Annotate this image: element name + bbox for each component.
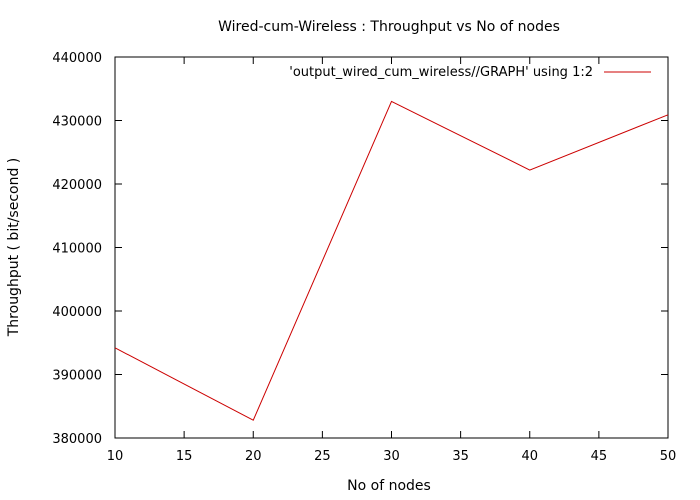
x-tick-label: 10 (107, 449, 124, 464)
y-axis-title: Throughput ( bit/second ) (6, 158, 22, 338)
x-tick-label: 40 (521, 449, 538, 464)
x-tick-label: 20 (245, 449, 262, 464)
y-tick-label: 400000 (52, 305, 102, 320)
x-tick-label: 25 (314, 449, 331, 464)
x-tick-label: 30 (383, 449, 400, 464)
legend: 'output_wired_cum_wireless//GRAPH' using… (289, 65, 651, 80)
x-axis-title: No of nodes (347, 478, 431, 494)
y-tick-label: 390000 (52, 369, 102, 384)
x-tick-label: 15 (176, 449, 193, 464)
chart-title: Wired-cum-Wireless : Throughput vs No of… (218, 19, 560, 35)
x-axis: 10 15 20 25 30 35 40 45 50 (107, 57, 677, 464)
x-tick-label: 45 (591, 449, 608, 464)
y-axis: 380000 390000 400000 410000 420000 430000 4400… (52, 51, 668, 447)
x-tick-label: 50 (660, 449, 677, 464)
y-tick-label: 440000 (52, 51, 102, 66)
x-tick-label: 35 (452, 449, 469, 464)
y-tick-label: 380000 (52, 432, 102, 447)
series-layer (114, 100, 669, 421)
y-tick-label: 420000 (52, 178, 102, 193)
plot-frame (114, 56, 669, 439)
legend-label: 'output_wired_cum_wireless//GRAPH' using… (289, 65, 593, 80)
series-line (114, 100, 669, 421)
y-tick-label: 410000 (52, 242, 102, 257)
y-tick-label: 430000 (52, 115, 102, 130)
